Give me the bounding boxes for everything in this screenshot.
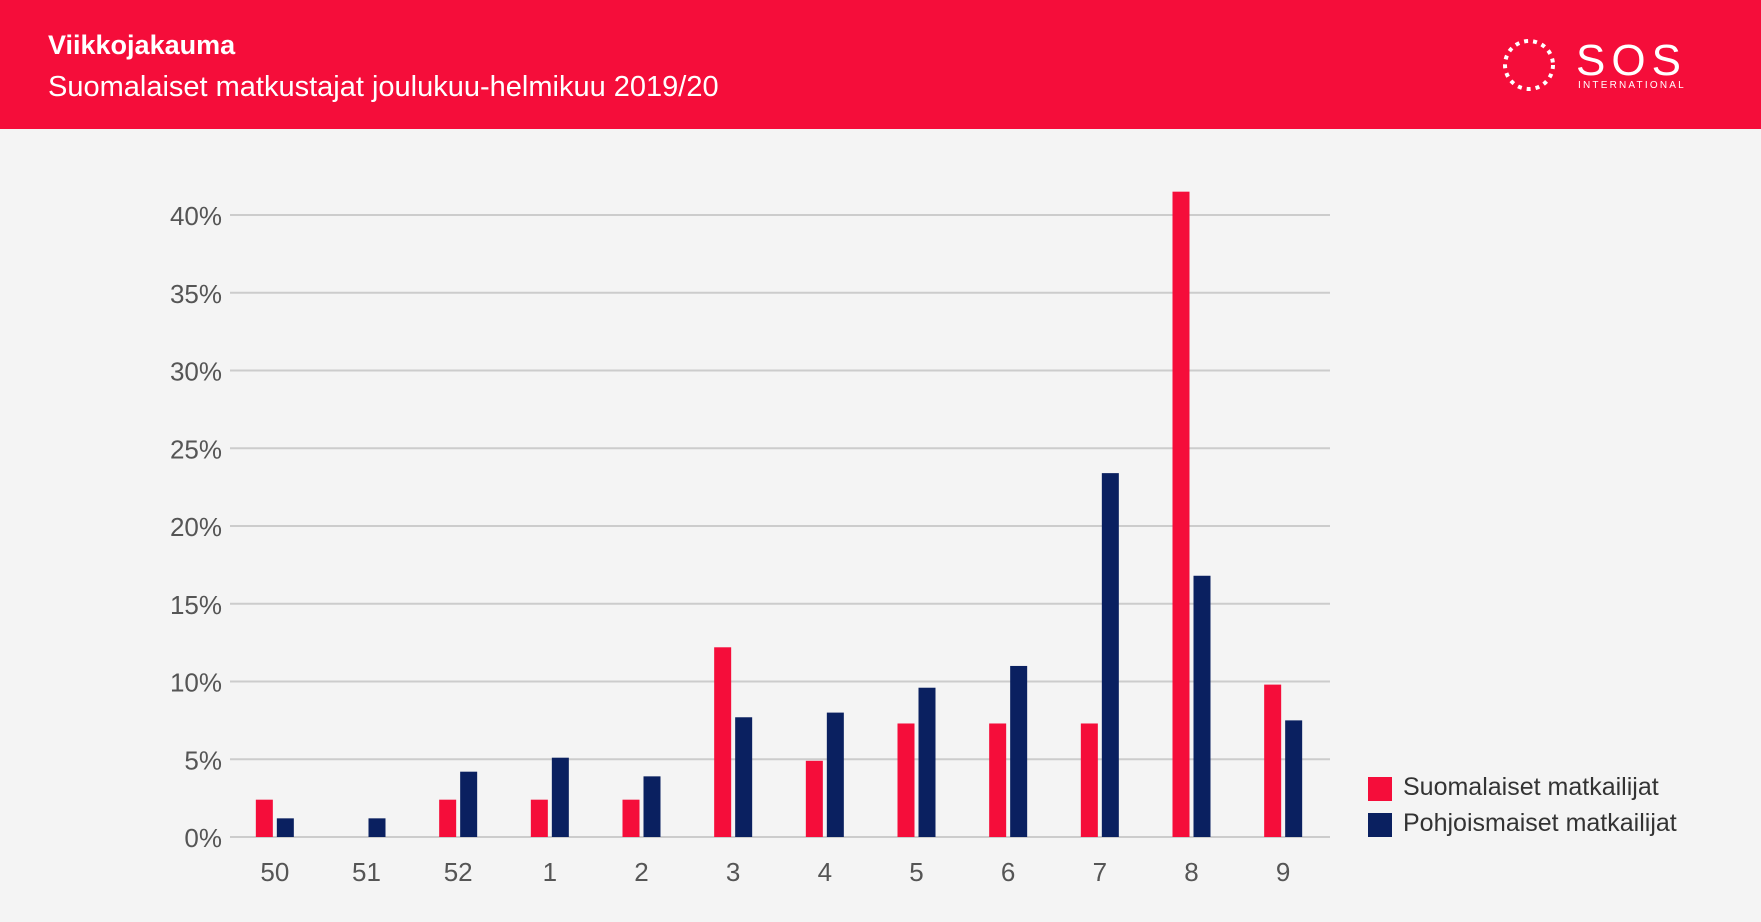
y-tick-label: 5% [184,745,222,775]
x-tick-label: 50 [260,857,289,887]
chart-subtitle: Suomalaiset matkustajat joulukuu-helmiku… [48,71,719,103]
bar-pohjoismaiset-3 [735,717,753,837]
y-tick-label: 10% [170,668,222,698]
legend-swatch-pohjoismaiset [1368,813,1392,837]
bar-suomalaiset-3 [714,647,732,837]
bar-pohjoismaiset-52 [460,771,478,837]
chart-title: Viikkojakauma [48,30,236,60]
x-tick-label: 8 [1184,857,1198,887]
bar-suomalaiset-50 [255,799,273,837]
bar-suomalaiset-4 [805,760,823,837]
bar-pohjoismaiset-8 [1193,575,1211,837]
x-tick-label: 52 [444,857,473,887]
grid-lines [230,214,1330,838]
bar-suomalaiset-8 [1172,191,1190,838]
logo-brand-text: SOS [1576,36,1687,85]
y-tick-label: 40% [170,201,222,231]
bar-pohjoismaiset-51 [368,818,386,837]
x-tick-label: 9 [1276,857,1290,887]
bar-pohjoismaiset-6 [1010,665,1028,837]
bar-pohjoismaiset-4 [826,712,844,837]
legend-swatch-suomalaiset [1368,777,1392,801]
bar-suomalaiset-52 [439,799,457,837]
header-bar: Viikkojakauma Suomalaiset matkustajat jo… [0,0,1761,129]
bar-pohjoismaiset-5 [918,687,936,837]
bar-suomalaiset-5 [897,723,915,837]
bar-suomalaiset-1 [530,799,548,837]
x-axis-ticks: 50 51 52 1 2 3 4 5 6 7 8 9 [260,857,1290,887]
x-tick-label: 6 [1001,857,1015,887]
logo-sub-text: INTERNATIONAL [1578,80,1686,91]
bar-pohjoismaiset-9 [1285,720,1303,837]
bar-suomalaiset-7 [1080,723,1098,837]
y-tick-label: 35% [170,279,222,309]
y-tick-label: 30% [170,357,222,387]
x-tick-label: 1 [543,857,557,887]
x-tick-label: 4 [818,857,832,887]
bar-suomalaiset-9 [1264,684,1282,837]
y-tick-label: 25% [170,434,222,464]
bar-pohjoismaiset-2 [643,776,661,837]
sos-logo: SOS INTERNATIONAL [1500,36,1725,96]
bar-pohjoismaiset-1 [551,757,569,837]
x-tick-label: 7 [1093,857,1107,887]
y-tick-label: 0% [184,823,222,853]
sos-logo-icon [1503,39,1555,91]
bar-suomalaiset-6 [989,723,1007,837]
bar-pohjoismaiset-50 [276,818,294,837]
bars [255,191,1303,838]
bar-chart: 0% 5% 10% 15% 20% 25% 30% 35% 40% 50 51 52 1 2 3 4 5 6 7 8… [170,191,1330,887]
legend-label-suomalaiset: Suomalaiset matkailijat [1403,773,1659,801]
y-tick-label: 15% [170,590,222,620]
y-axis-ticks: 0% 5% 10% 15% 20% 25% 30% 35% 40% [170,201,222,853]
y-tick-label: 20% [170,512,222,542]
bar-suomalaiset-2 [622,799,640,837]
x-tick-label: 5 [909,857,923,887]
x-tick-label: 51 [352,857,381,887]
bar-pohjoismaiset-7 [1101,473,1119,837]
x-tick-label: 3 [726,857,740,887]
legend-label-pohjoismaiset: Pohjoismaiset matkailijat [1403,809,1677,837]
x-tick-label: 2 [634,857,648,887]
